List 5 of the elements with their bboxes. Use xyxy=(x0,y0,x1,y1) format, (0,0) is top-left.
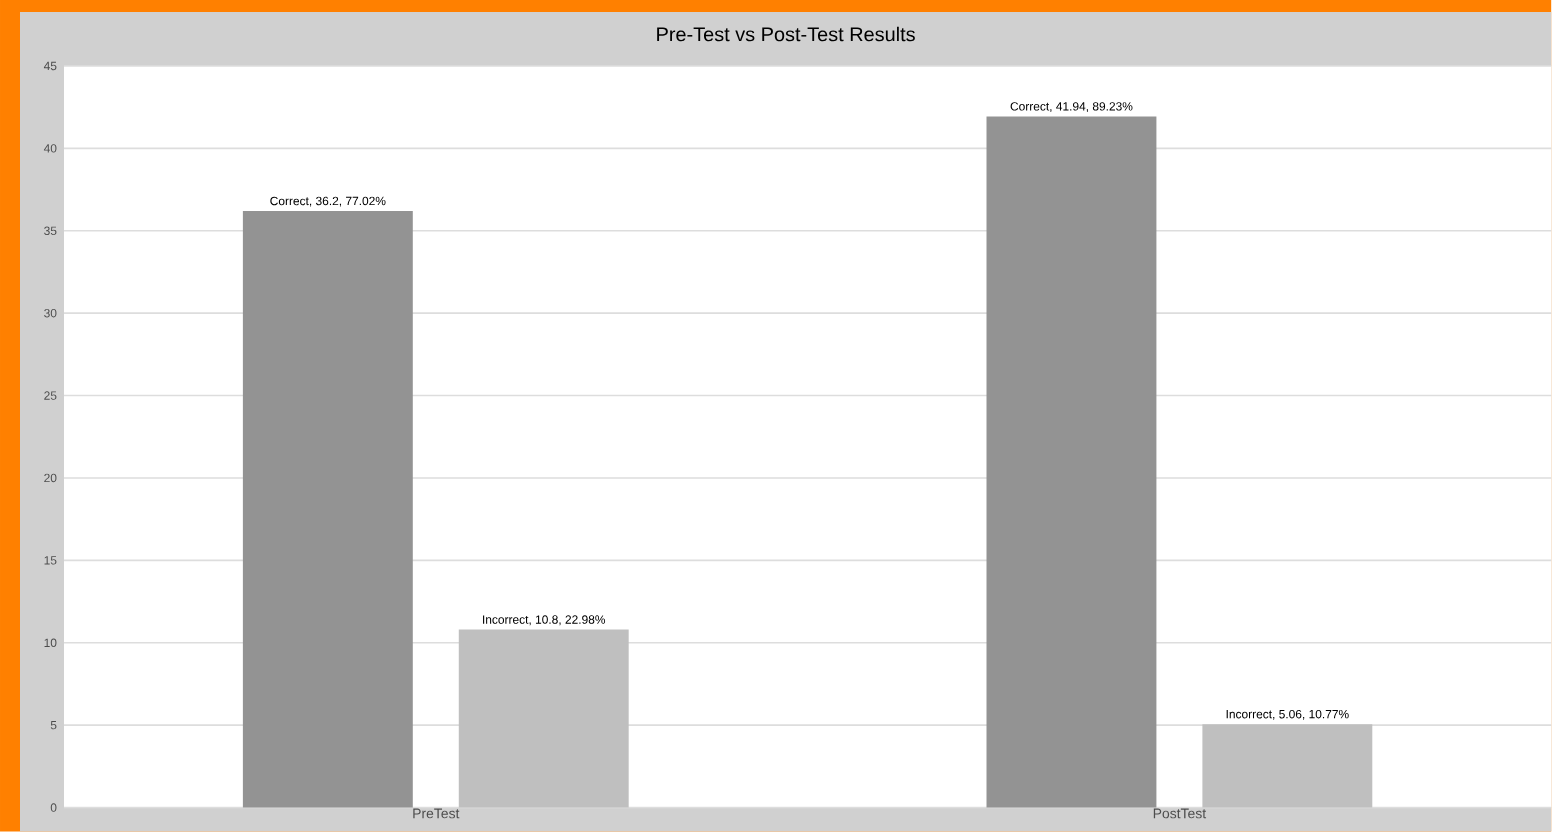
bar xyxy=(1202,724,1373,808)
chart-title: Pre-Test vs Post-Test Results xyxy=(657,26,915,42)
bar xyxy=(986,116,1157,808)
bar xyxy=(458,629,629,808)
bar xyxy=(242,211,413,808)
